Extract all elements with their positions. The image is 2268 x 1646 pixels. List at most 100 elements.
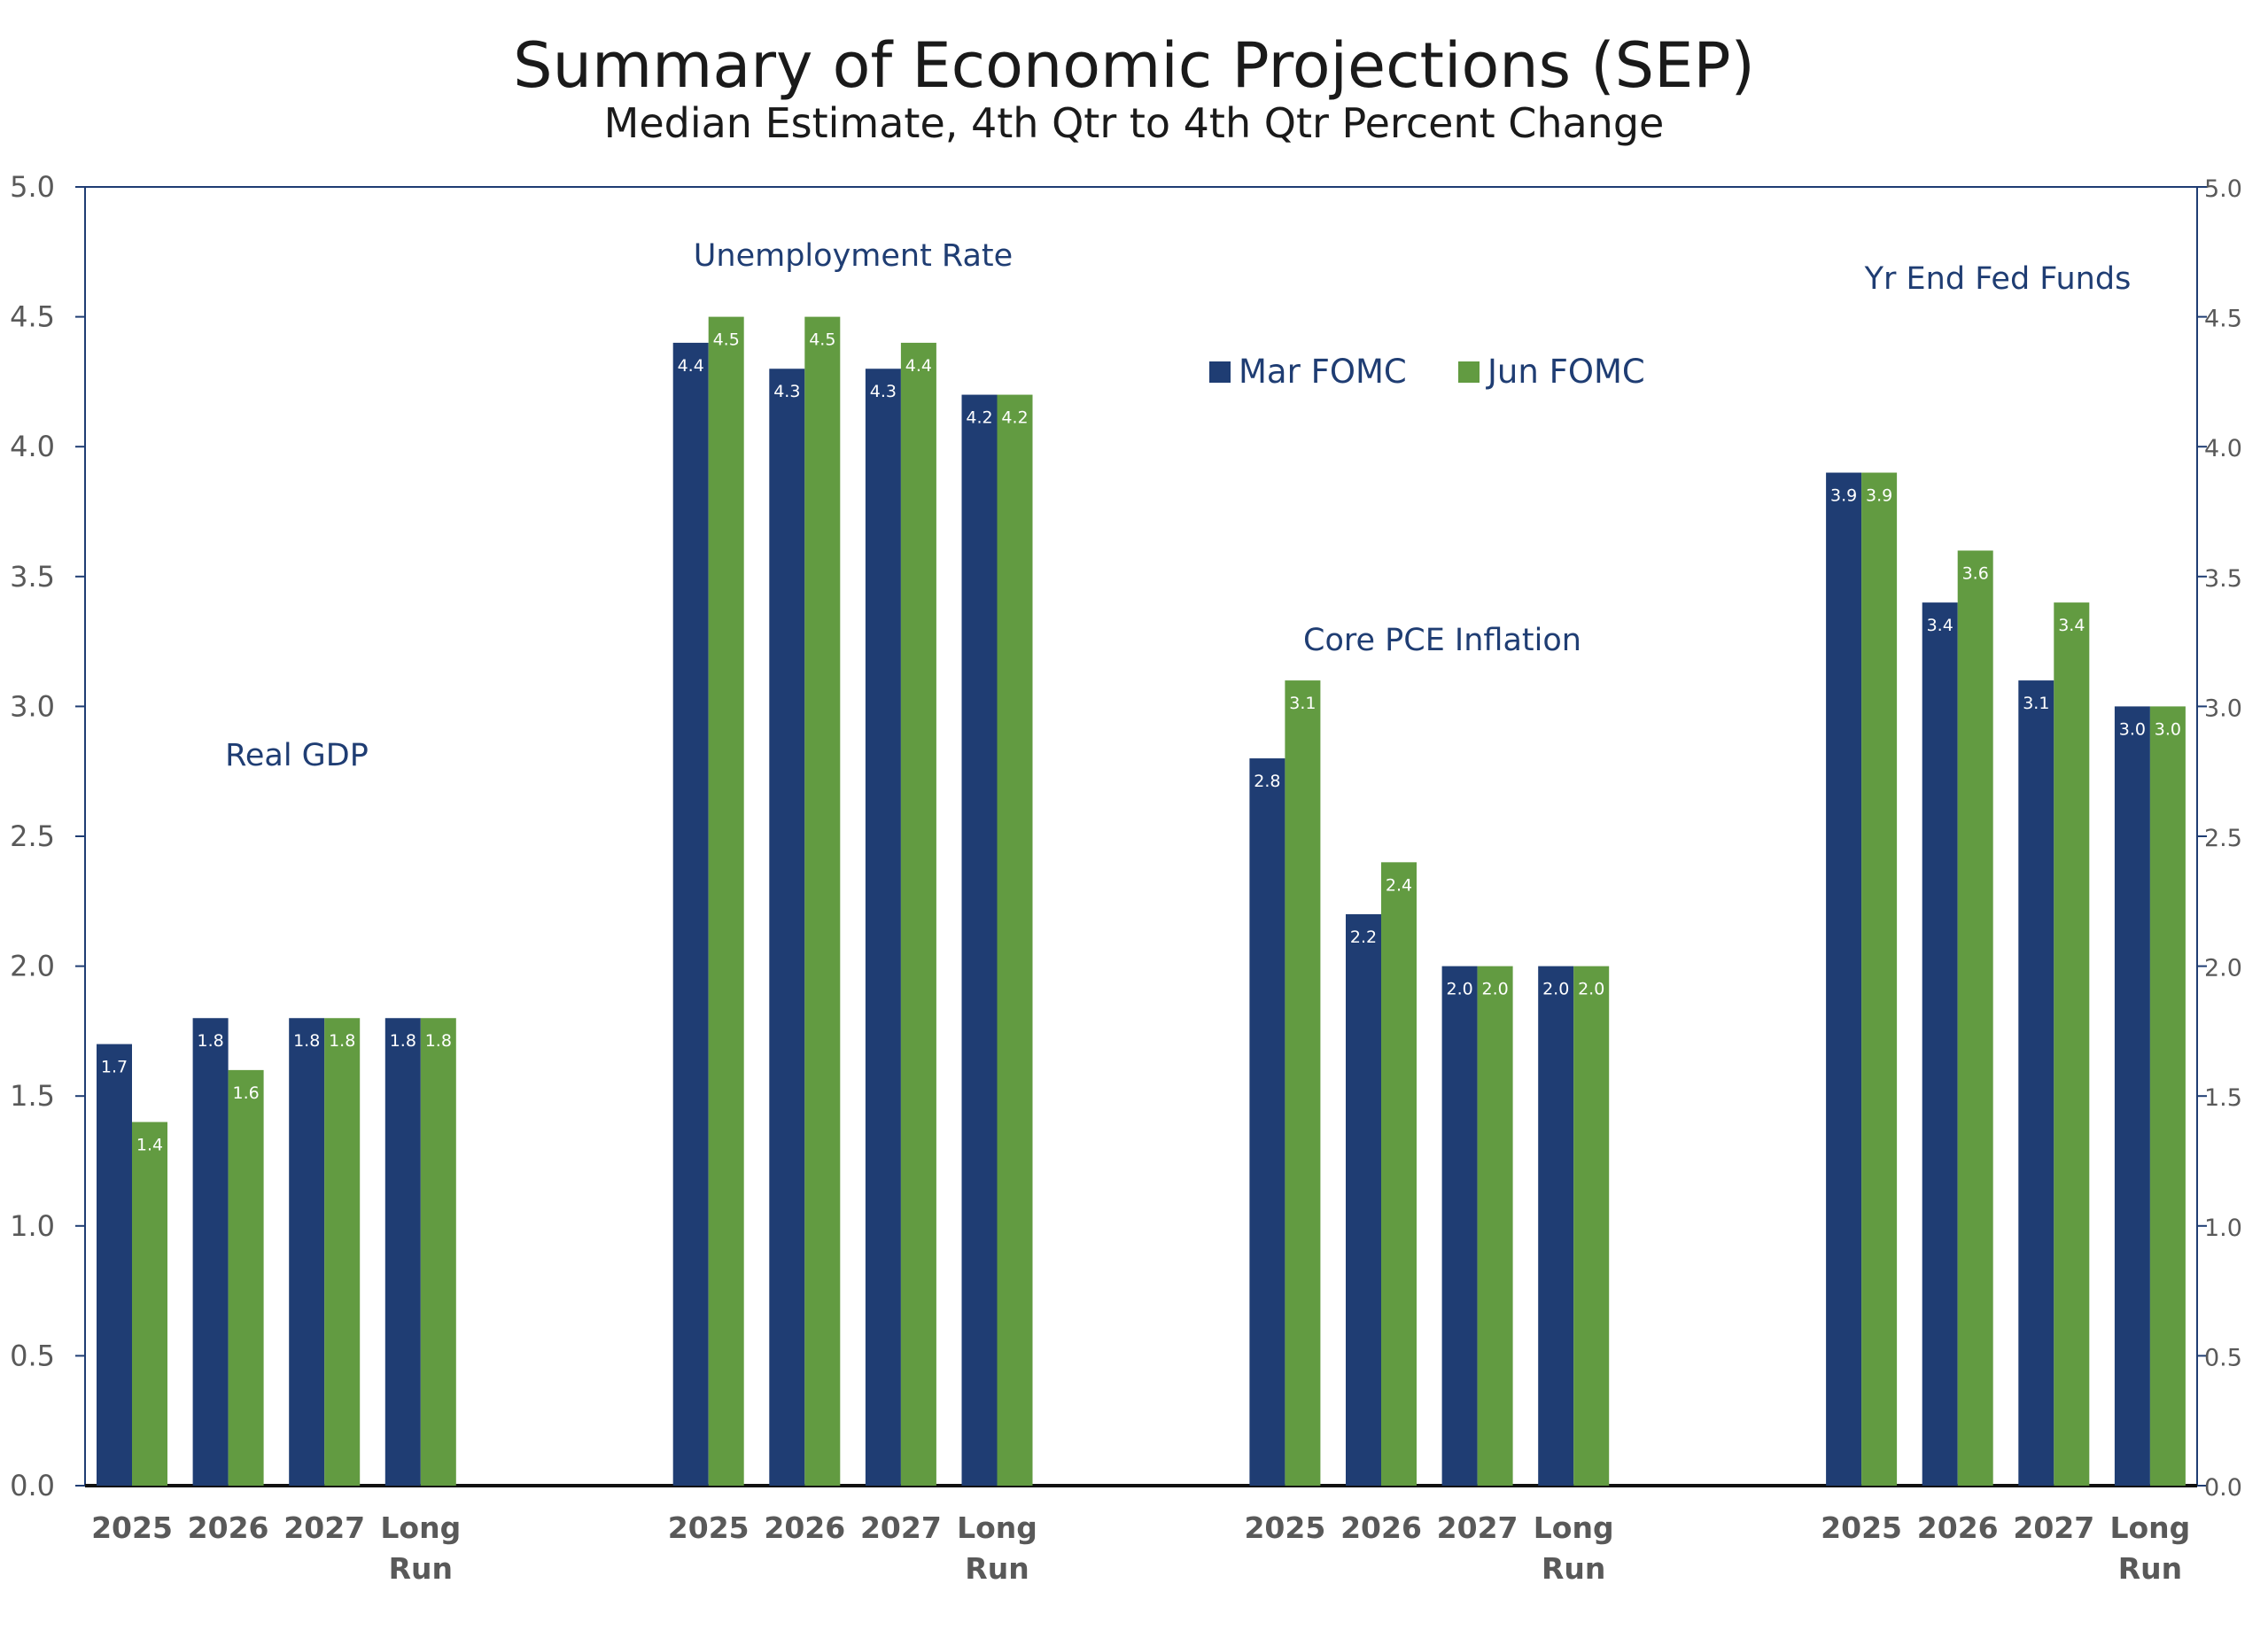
bar-jun-fomc xyxy=(1381,862,1417,1486)
category-label: Run xyxy=(2118,1551,2182,1586)
bar-mar-fomc xyxy=(192,1018,229,1486)
data-label: 4.3 xyxy=(870,382,897,401)
category-label: 2027 xyxy=(860,1510,942,1545)
bar-mar-fomc xyxy=(384,1018,421,1486)
legend-label: Mar FOMC xyxy=(1239,353,1407,391)
right-tick-label: 3.5 xyxy=(2204,565,2242,593)
category-label: Long xyxy=(1534,1510,1614,1545)
bar-jun-fomc xyxy=(132,1122,167,1486)
data-label: 3.6 xyxy=(1962,563,1989,583)
chart-subtitle: Median Estimate, 4th Qtr to 4th Qtr Perc… xyxy=(604,99,1665,147)
bar-jun-fomc xyxy=(1573,966,1610,1486)
left-tick-label: 1.5 xyxy=(10,1079,55,1113)
data-label: 4.5 xyxy=(809,330,835,350)
category-label: Long xyxy=(957,1510,1037,1545)
bar-mar-fomc xyxy=(961,394,998,1486)
right-tick-label: 2.5 xyxy=(2204,825,2242,852)
bar-jun-fomc xyxy=(228,1069,264,1486)
group-title: Yr End Fed Funds xyxy=(1864,261,2132,297)
category-label: 2025 xyxy=(91,1510,173,1545)
bar-mar-fomc xyxy=(1441,966,1478,1486)
bar-jun-fomc xyxy=(1285,680,1321,1486)
category-label: 2027 xyxy=(2013,1510,2094,1545)
data-label: 2.0 xyxy=(1446,980,1472,999)
left-tick-label: 2.5 xyxy=(10,819,55,853)
left-tick-label: 1.0 xyxy=(10,1209,55,1243)
data-label: 4.5 xyxy=(713,330,740,350)
bar-jun-fomc xyxy=(804,316,841,1487)
category-label: 2027 xyxy=(1437,1510,1518,1545)
data-label: 1.7 xyxy=(101,1058,128,1077)
right-tick-label: 2.0 xyxy=(2204,955,2242,982)
bar-jun-fomc xyxy=(997,394,1033,1486)
category-label: 2025 xyxy=(668,1510,750,1545)
labels: Real GDP 1.7 1.4 2025 1.8 1.6 2026 1.8 1.8 2027 1.… xyxy=(91,238,2190,1586)
bar-jun-fomc xyxy=(2149,706,2186,1486)
category-label: 2026 xyxy=(1340,1510,1422,1545)
data-label: 3.0 xyxy=(2119,719,2146,739)
right-tick-label: 4.5 xyxy=(2204,306,2242,333)
right-tick-label: 5.0 xyxy=(2204,175,2242,203)
right-tick-label: 0.5 xyxy=(2204,1344,2242,1371)
left-tick-label: 5.0 xyxy=(10,170,55,204)
data-label: 3.9 xyxy=(1830,486,1857,506)
bar-mar-fomc xyxy=(1249,758,1285,1486)
data-label: 1.8 xyxy=(329,1031,355,1051)
left-tick-label: 3.0 xyxy=(10,689,55,723)
data-label: 1.8 xyxy=(390,1031,416,1051)
category-label: Run xyxy=(965,1551,1029,1586)
left-tick-label: 3.5 xyxy=(10,560,55,594)
bar-jun-fomc xyxy=(2054,602,2090,1486)
right-tick-label: 1.5 xyxy=(2204,1084,2242,1112)
left-tick-label: 0.0 xyxy=(10,1469,55,1502)
data-label: 4.4 xyxy=(678,356,704,376)
category-label: Long xyxy=(380,1510,461,1545)
category-label: 2026 xyxy=(188,1510,269,1545)
legend-swatch xyxy=(1458,361,1480,383)
right-tick-label: 1.0 xyxy=(2204,1215,2242,1242)
group-title: Unemployment Rate xyxy=(694,238,1013,274)
bar-mar-fomc xyxy=(289,1018,325,1486)
category-label: 2025 xyxy=(1821,1510,1902,1545)
data-label: 3.1 xyxy=(2023,694,2049,713)
left-tick-label: 0.5 xyxy=(10,1339,55,1372)
left-tick-label: 4.5 xyxy=(10,300,55,334)
bar-mar-fomc xyxy=(2018,680,2054,1486)
bar-jun-fomc xyxy=(324,1018,361,1486)
data-label: 2.4 xyxy=(1386,875,1412,895)
data-label: 1.8 xyxy=(293,1031,320,1051)
bar-mar-fomc xyxy=(769,369,805,1486)
data-label: 3.0 xyxy=(2155,719,2181,739)
data-label: 3.1 xyxy=(1289,694,1316,713)
group-title: Core PCE Inflation xyxy=(1303,623,1581,658)
category-label: 2025 xyxy=(1244,1510,1325,1545)
bar-jun-fomc xyxy=(1477,966,1513,1486)
data-label: 1.4 xyxy=(136,1136,163,1155)
data-label: 3.9 xyxy=(1866,486,1892,506)
bar-mar-fomc xyxy=(1346,913,1381,1486)
chart-title: Summary of Economic Projections (SEP) xyxy=(513,29,1755,102)
right-tick-label: 4.0 xyxy=(2204,435,2242,462)
left-tick-label: 4.0 xyxy=(10,430,55,463)
data-label: 2.0 xyxy=(1578,980,1604,999)
bars xyxy=(97,316,2186,1487)
category-label: Run xyxy=(1542,1551,1605,1586)
legend-label: Jun FOMC xyxy=(1486,353,1645,391)
bar-mar-fomc xyxy=(1538,966,1574,1486)
category-label: Run xyxy=(389,1551,453,1586)
bar-mar-fomc xyxy=(1922,602,1958,1486)
bar-jun-fomc xyxy=(900,342,936,1486)
bar-jun-fomc xyxy=(1957,550,1993,1486)
right-tick-label: 3.0 xyxy=(2204,695,2242,722)
data-label: 2.2 xyxy=(1350,928,1377,947)
bar-jun-fomc xyxy=(420,1018,456,1486)
bar-mar-fomc xyxy=(2114,706,2150,1486)
data-label: 2.0 xyxy=(1542,980,1569,999)
bar-mar-fomc xyxy=(865,369,901,1486)
data-label: 4.4 xyxy=(905,356,932,376)
legend: Mar FOMC Jun FOMC xyxy=(1209,353,1645,391)
bar-mar-fomc xyxy=(1826,472,1862,1486)
data-label: 2.0 xyxy=(1481,980,1508,999)
data-label: 4.2 xyxy=(1001,408,1028,428)
